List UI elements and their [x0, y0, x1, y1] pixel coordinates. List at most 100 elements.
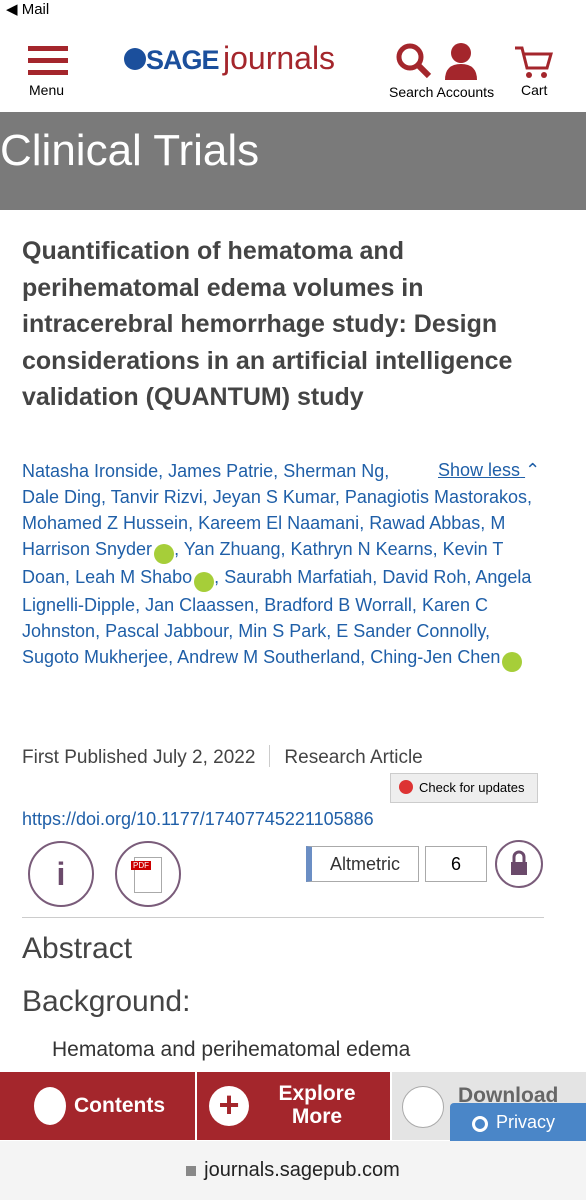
author-name[interactable]: Rawad Abbas — [369, 513, 481, 533]
author-name[interactable]: Kareem El Naamani — [198, 513, 360, 533]
author-separator: , — [372, 567, 378, 587]
orcid-icon[interactable]: ​ — [502, 652, 523, 672]
author-name[interactable]: Natasha Ironside — [22, 461, 159, 481]
menu-button[interactable] — [28, 46, 68, 75]
url-text: journals.sagepub.com — [204, 1159, 400, 1181]
search-icon[interactable] — [395, 42, 433, 82]
author-name[interactable]: Andrew M Southerland — [177, 647, 361, 667]
orcid-icon[interactable]: ​ — [194, 572, 215, 592]
author-name[interactable]: Bradford B Worrall — [264, 595, 412, 615]
author-name[interactable]: E Sander Connolly — [336, 621, 486, 641]
author-separator: , — [95, 621, 101, 641]
divider — [22, 917, 544, 918]
back-label: Mail — [21, 1, 50, 18]
url-bar[interactable]: journals.sagepub.com — [0, 1141, 586, 1200]
author-separator: , — [214, 567, 220, 587]
abstract-text: Hematoma and perihematomal edema — [52, 1038, 411, 1061]
author-separator: , — [158, 461, 164, 481]
published-date: First Published July 2, 2022 — [22, 747, 256, 768]
author-separator: , — [466, 567, 472, 587]
author-separator: , — [228, 621, 234, 641]
menu-label: Menu — [29, 82, 65, 98]
author-name[interactable]: Dale Ding — [22, 487, 102, 507]
author-separator: , — [360, 647, 366, 667]
contents-label: Contents — [74, 1094, 165, 1117]
author-name[interactable]: David Roh — [382, 567, 467, 587]
author-separator: , — [432, 539, 438, 559]
author-separator: , — [359, 513, 365, 533]
info-button[interactable]: i — [28, 841, 94, 907]
author-name[interactable]: Jan Claassen — [145, 595, 255, 615]
author-name[interactable]: Min S Park — [238, 621, 327, 641]
author-separator: , — [526, 487, 532, 507]
author-separator: , — [188, 513, 194, 533]
author-separator: , — [411, 595, 417, 615]
author-name[interactable]: Kevin T Doan — [22, 539, 504, 587]
author-separator: , — [334, 487, 340, 507]
privacy-button[interactable]: Privacy — [450, 1103, 586, 1141]
pdf-button[interactable]: PDF — [115, 841, 181, 907]
author-name[interactable]: Panagiotis Mastorakos — [344, 487, 527, 507]
access-lock[interactable] — [495, 840, 543, 888]
download-label: Download — [458, 1084, 559, 1107]
author-name[interactable]: James Patrie — [168, 461, 274, 481]
author-name[interactable]: Karen C Johnston — [22, 595, 488, 641]
author-separator: , — [101, 487, 107, 507]
explore-label: Explore More — [278, 1082, 356, 1128]
author-separator: , — [202, 487, 208, 507]
author-name[interactable]: Kathryn N Kearns — [290, 539, 433, 559]
accounts-label[interactable]: Accounts — [436, 84, 495, 100]
show-less-label: Show less — [438, 460, 521, 480]
author-separator: , — [384, 461, 390, 481]
author-name[interactable]: Ching-Jen Chen — [370, 647, 501, 667]
article-type: Research Article — [284, 747, 423, 768]
logo-brand: SAGE — [146, 45, 220, 75]
author-name[interactable]: Tanvir Rizvi — [110, 487, 203, 507]
privacy-label: Privacy — [496, 1112, 556, 1132]
author-separator: , — [273, 461, 279, 481]
doi-link[interactable]: https://doi.org/10.1177/1740774522110588… — [22, 809, 374, 829]
account-icon[interactable] — [443, 42, 479, 82]
journal-title: Clinical Trials — [0, 126, 260, 175]
altmetric-score: 6 — [425, 846, 487, 882]
abstract-subheading: Background: — [22, 985, 191, 1018]
orcid-icon[interactable]: ​ — [154, 544, 175, 564]
search-label[interactable]: Search — [389, 84, 434, 100]
author-list: Natasha Ironside, James Patrie, Sherman … — [22, 458, 552, 672]
cart-icon[interactable] — [513, 44, 553, 80]
publication-meta: First Published July 2, 2022 Research Art… — [22, 745, 423, 769]
author-separator: , — [326, 621, 332, 641]
author-name[interactable]: M Harrison Snyder — [22, 513, 506, 559]
author-name[interactable]: Pascal Jabbour — [105, 621, 229, 641]
author-separator: , — [135, 595, 141, 615]
author-name[interactable]: Angela Lignelli-Dipple — [22, 567, 532, 615]
author-separator: , — [254, 595, 260, 615]
author-name[interactable]: Mohamed Z Hussein — [22, 513, 189, 533]
altmetric-badge[interactable]: Altmetric — [306, 846, 419, 882]
check-updates-button[interactable]: Check for updates — [390, 773, 538, 803]
author-separator: , — [280, 539, 286, 559]
check-updates-label: Check for updates — [419, 780, 525, 795]
show-less[interactable]: Show less ⌃ — [434, 460, 541, 481]
cart-label: Cart — [521, 82, 548, 98]
explore-tab[interactable]: + Explore More — [197, 1072, 390, 1140]
back-to-app[interactable]: ◀ Mail — [6, 1, 50, 18]
author-name[interactable]: Yan Zhuang — [183, 539, 281, 559]
author-separator: , — [174, 539, 180, 559]
contents-tab[interactable]: Contents — [0, 1072, 195, 1140]
author-name[interactable]: Leah M Shabo — [75, 567, 193, 587]
banner: Clinical Trials — [0, 112, 586, 210]
abstract-heading: Abstract — [22, 932, 133, 965]
author-name[interactable]: Sherman Ng — [283, 461, 385, 481]
author-separator: , — [480, 513, 486, 533]
author-separator: , — [168, 647, 174, 667]
logo[interactable]: SAGE journals — [124, 40, 335, 77]
header-links: Search Accounts — [389, 84, 494, 100]
author-separator: , — [485, 621, 491, 641]
author-name[interactable]: Jeyan S Kumar — [212, 487, 335, 507]
author-separator: , — [65, 567, 71, 587]
author-name[interactable]: Saurabh Marfatiah — [224, 567, 373, 587]
author-name[interactable]: Sugoto Mukherjee — [22, 647, 169, 667]
article-title: Quantification of hematoma and perihemat… — [22, 237, 513, 411]
